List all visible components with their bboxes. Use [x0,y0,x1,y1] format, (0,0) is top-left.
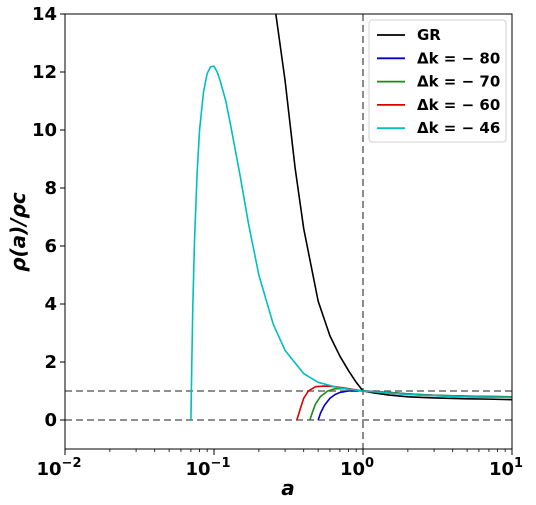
y-tick-label: 10 [32,120,57,141]
legend-label-1: Δk = − 80 [417,49,500,67]
legend-label-3: Δk = − 60 [417,96,500,114]
y-tick-label: 0 [44,410,57,431]
series-layer [190,14,512,421]
y-tick-label: 12 [32,62,57,83]
legend: GR Δk = − 80 Δk = − 70 Δk = − 60 Δk = − 46 [368,19,507,143]
series-line-4 [190,65,512,421]
legend-label-2: Δk = − 70 [417,73,500,91]
y-tick-label: 8 [44,178,57,199]
y-tick-label: 14 [32,4,57,25]
y-tick-label: 6 [44,236,57,257]
legend-label-0: GR [417,26,441,44]
legend-box [368,19,507,143]
y-axis-label: ρ(a)/ρc [6,192,30,272]
plot-frame [64,13,513,450]
reference-lines [65,14,512,449]
y-tick-label: 2 [44,352,57,373]
y-tick-label: 4 [44,294,57,315]
legend-label-4: Δk = − 46 [417,119,500,137]
x-axis-label: a [281,476,295,500]
series-line-0 [275,14,512,401]
